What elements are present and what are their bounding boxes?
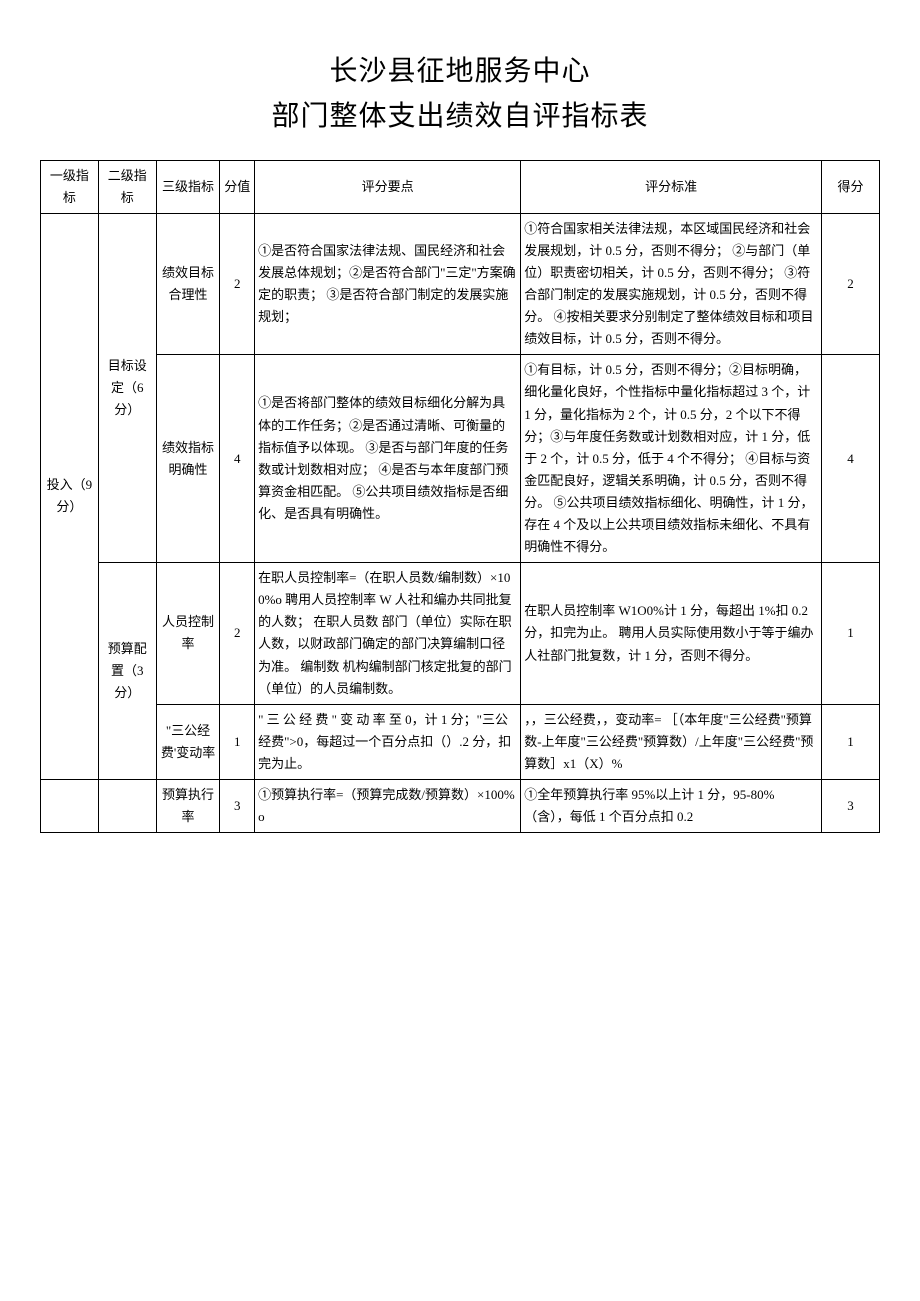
cell-l3: 绩效指标明确性 <box>156 355 220 563</box>
cell-l2-empty <box>98 780 156 833</box>
cell-l1: 投入（9 分） <box>41 213 99 779</box>
cell-score: 3 <box>822 780 880 833</box>
table-row: 预算执行率 3 ①预算执行率=（预算完成数/预算数）×100%o ①全年预算执行… <box>41 780 880 833</box>
title-line-1: 长沙县征地服务中心 <box>40 50 880 95</box>
cell-score: 1 <box>822 704 880 779</box>
cell-l2: 目标设定（6分） <box>98 213 156 562</box>
cell-val: 2 <box>220 213 255 355</box>
cell-val: 2 <box>220 563 255 705</box>
cell-l3: "三公经费'变动率 <box>156 704 220 779</box>
cell-criteria: ①有目标，计 0.5 分，否则不得分；②目标明确，细化量化良好，个性指标中量化指… <box>521 355 822 563</box>
cell-points: ①是否符合国家法律法规、国民经济和社会发展总体规划；②是否符合部门"三定"方案确… <box>255 213 521 355</box>
cell-l1-empty <box>41 780 99 833</box>
cell-l3: 人员控制率 <box>156 563 220 705</box>
cell-score: 2 <box>822 213 880 355</box>
cell-val: 4 <box>220 355 255 563</box>
cell-score: 1 <box>822 563 880 705</box>
cell-criteria: ①符合国家相关法律法规，本区域国民经济和社会发展规划，计 0.5 分，否则不得分… <box>521 213 822 355</box>
cell-score: 4 <box>822 355 880 563</box>
table-row: "三公经费'变动率 1 " 三 公 经 费 " 变 动 率 至 0，计 1 分；… <box>41 704 880 779</box>
header-level3: 三级指标 <box>156 160 220 213</box>
cell-val: 1 <box>220 704 255 779</box>
header-points: 评分要点 <box>255 160 521 213</box>
table-header-row: 一级指标 二级指标 三级指标 分值 评分要点 评分标准 得分 <box>41 160 880 213</box>
cell-l2: 预算配置（3分） <box>98 563 156 780</box>
evaluation-table: 一级指标 二级指标 三级指标 分值 评分要点 评分标准 得分 投入（9 分） 目… <box>40 160 880 834</box>
table-row: 投入（9 分） 目标设定（6分） 绩效目标合理性 2 ①是否符合国家法律法规、国… <box>41 213 880 355</box>
cell-points: 在职人员控制率=（在职人员数/编制数）×100%o 聘用人员控制率 W 人社和编… <box>255 563 521 705</box>
table-row: 预算配置（3分） 人员控制率 2 在职人员控制率=（在职人员数/编制数）×100… <box>41 563 880 705</box>
header-score: 得分 <box>822 160 880 213</box>
cell-val: 3 <box>220 780 255 833</box>
title-line-2: 部门整体支出绩效自评指标表 <box>40 95 880 140</box>
cell-points: ①是否将部门整体的绩效目标细化分解为具体的工作任务；②是否通过清晰、可衡量的指标… <box>255 355 521 563</box>
cell-l3: 预算执行率 <box>156 780 220 833</box>
cell-criteria: 在职人员控制率 W1O0%计 1 分，每超出 1%扣 0.2 分，扣完为止。 聘… <box>521 563 822 705</box>
table-row: 绩效指标明确性 4 ①是否将部门整体的绩效目标细化分解为具体的工作任务；②是否通… <box>41 355 880 563</box>
cell-criteria: ，，三公经费，，变动率= ［（本年度"三公经费"预算数-上年度"三公经费"预算数… <box>521 704 822 779</box>
cell-criteria: ①全年预算执行率 95%以上计 1 分，95-80%（含），每低 1 个百分点扣… <box>521 780 822 833</box>
cell-points: " 三 公 经 费 " 变 动 率 至 0，计 1 分；"三公经费">0，每超过… <box>255 704 521 779</box>
cell-l3: 绩效目标合理性 <box>156 213 220 355</box>
header-level2: 二级指标 <box>98 160 156 213</box>
header-criteria: 评分标准 <box>521 160 822 213</box>
header-level1: 一级指标 <box>41 160 99 213</box>
document-title: 长沙县征地服务中心 部门整体支出绩效自评指标表 <box>40 50 880 140</box>
cell-points: ①预算执行率=（预算完成数/预算数）×100%o <box>255 780 521 833</box>
header-score-value: 分值 <box>220 160 255 213</box>
